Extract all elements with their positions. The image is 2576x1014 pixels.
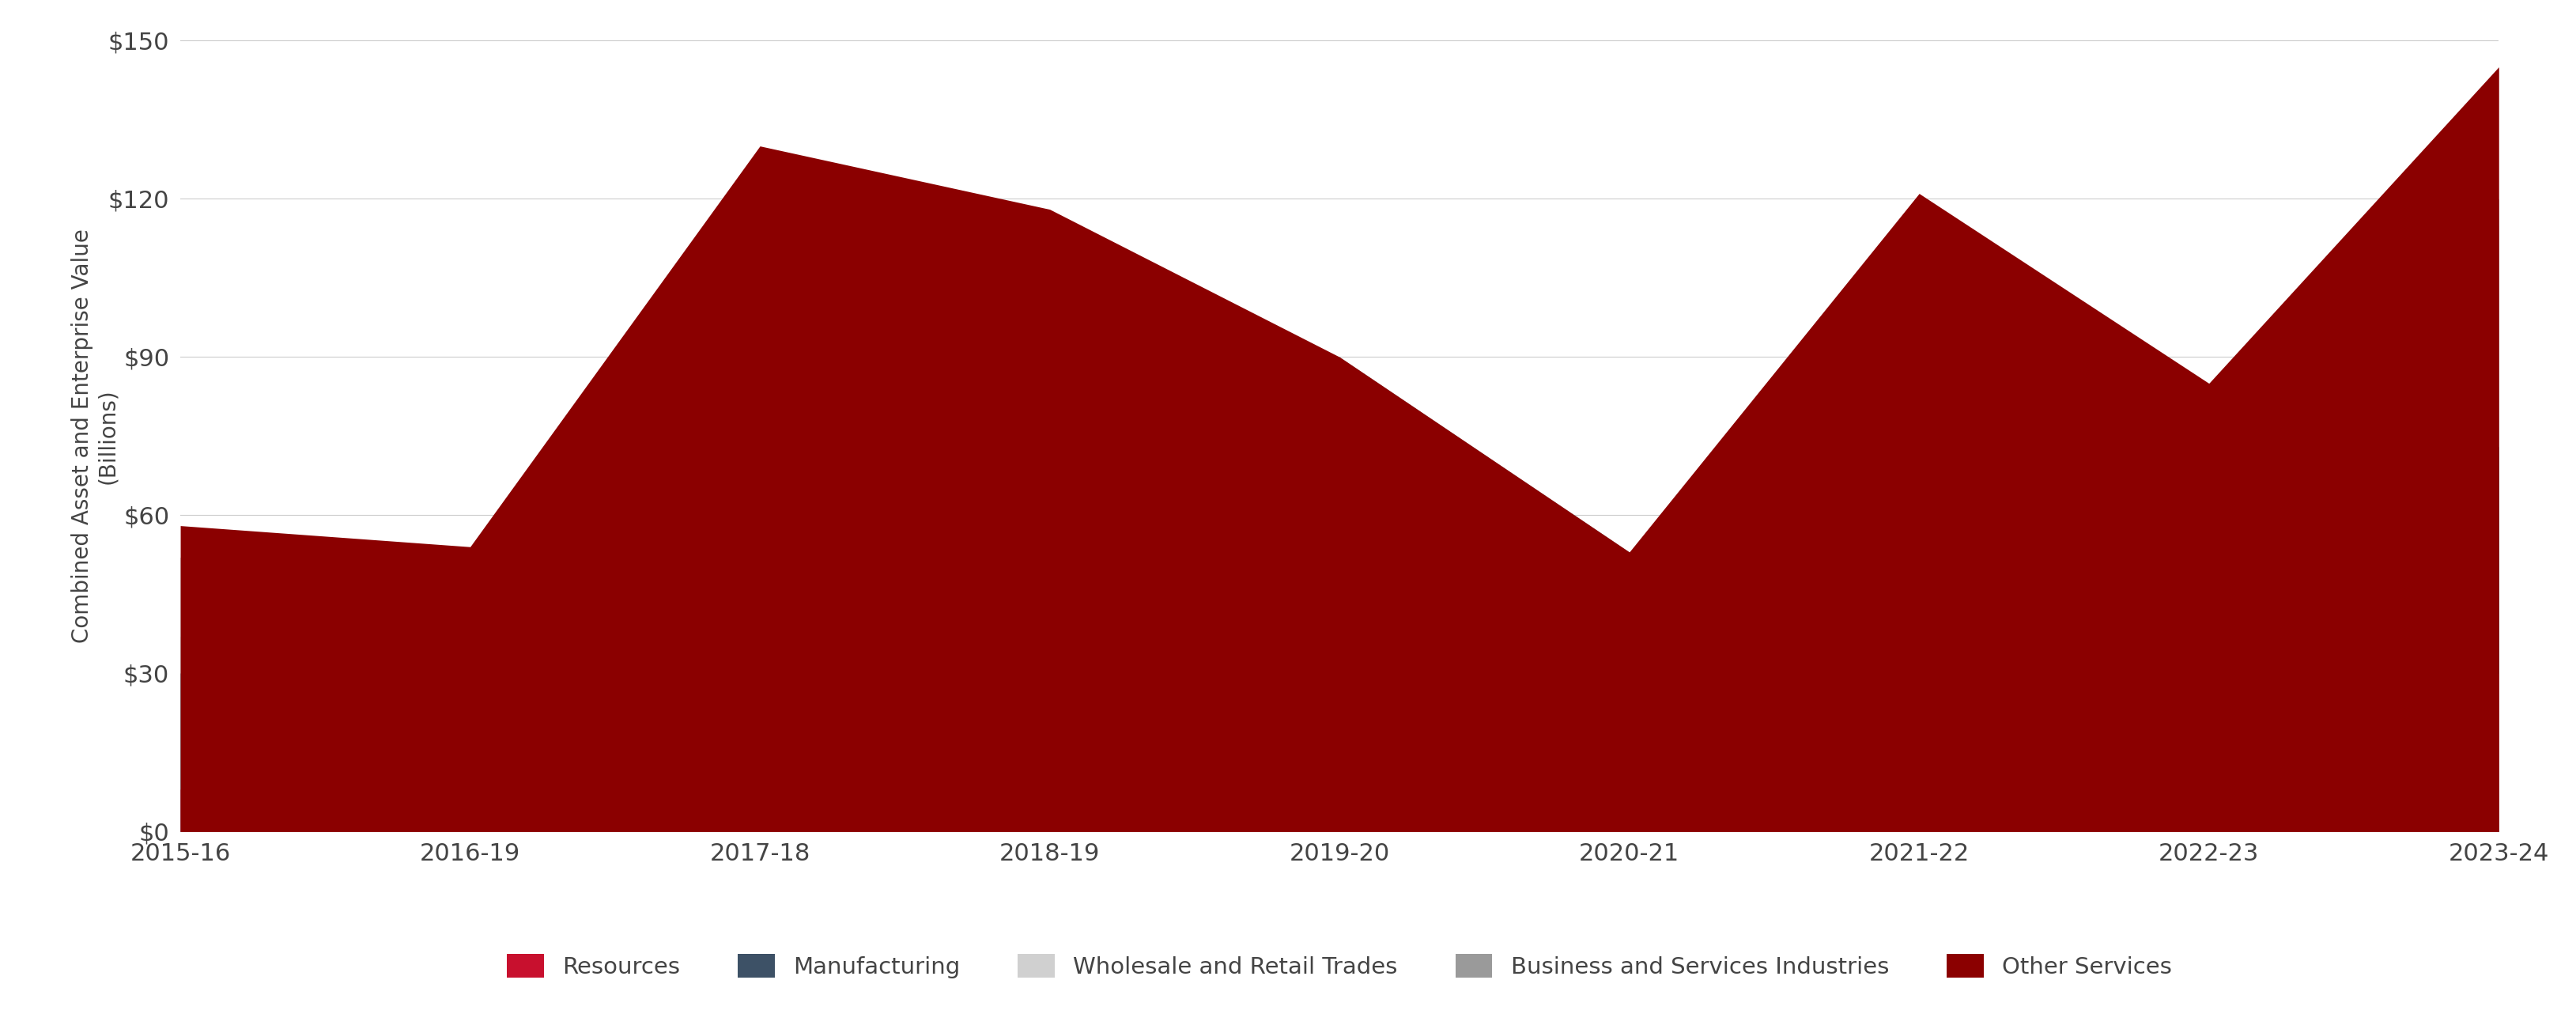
Y-axis label: Combined Asset and Enterprise Value
(Billions): Combined Asset and Enterprise Value (Bil…	[72, 229, 118, 643]
Legend: Resources, Manufacturing, Wholesale and Retail Trades, Business and Services Ind: Resources, Manufacturing, Wholesale and …	[507, 954, 2172, 979]
